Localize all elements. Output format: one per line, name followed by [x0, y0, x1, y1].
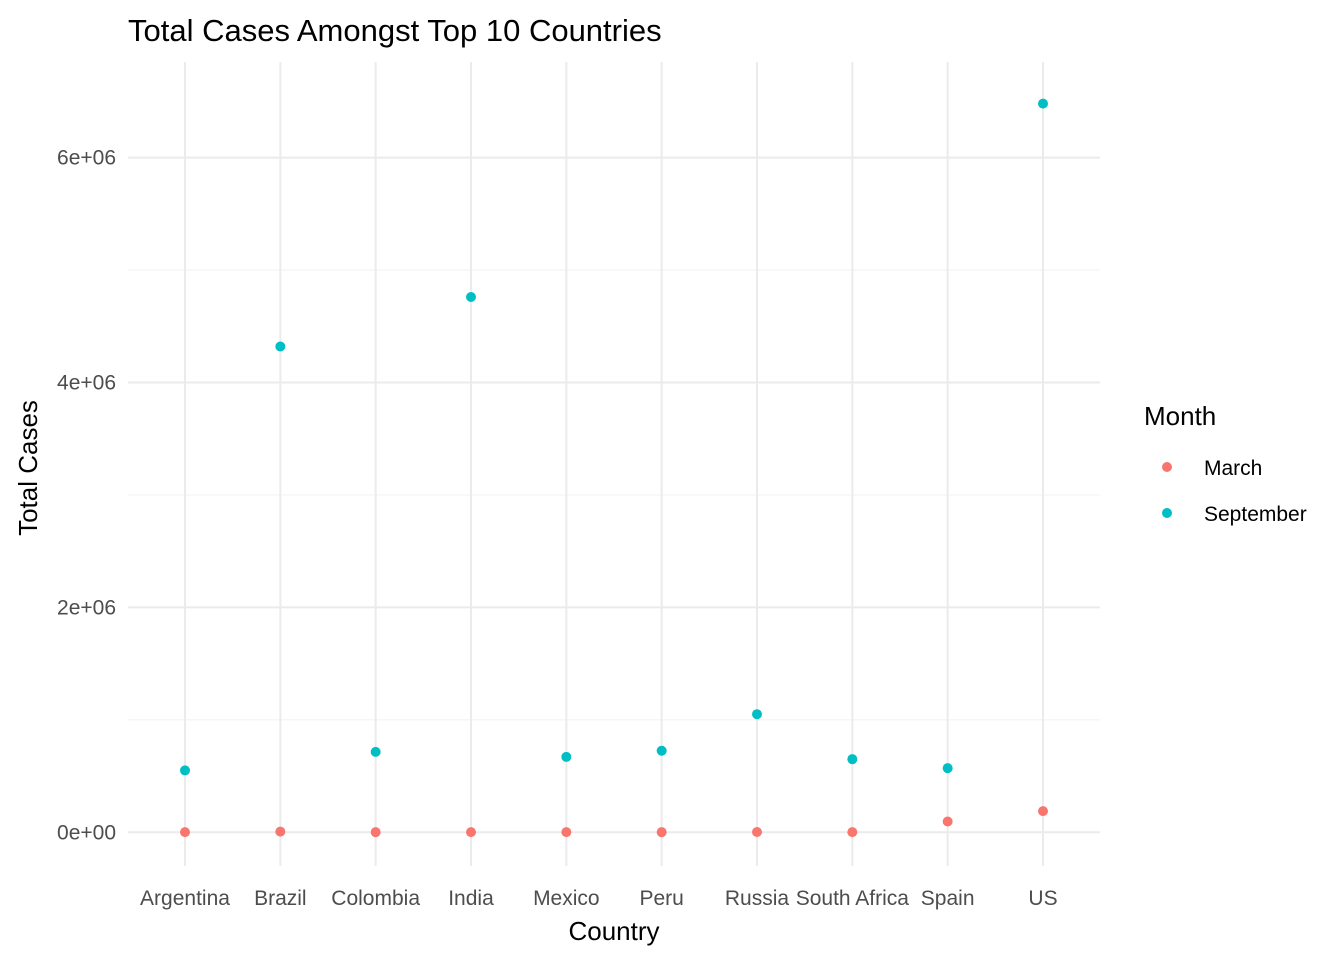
x-tick-label: India: [448, 887, 494, 910]
data-point-march: [561, 827, 572, 838]
data-point-march: [180, 827, 190, 838]
data-point-september: [180, 765, 190, 776]
x-tick-label: Colombia: [331, 887, 420, 910]
data-point-march: [1038, 806, 1048, 817]
x-axis-ticks: Argentina Brazil Colombia India Mexico Peru Ru…: [140, 887, 1058, 910]
legend: Month March September: [1144, 401, 1307, 526]
data-point-march: [847, 827, 858, 838]
data-point-september: [847, 754, 858, 765]
y-tick-label: 6e+06: [57, 147, 116, 170]
data-point-march: [942, 816, 953, 827]
y-tick-label: 0e+00: [57, 821, 116, 844]
x-axis-title: Country: [568, 916, 659, 946]
legend-key-september: [1162, 508, 1172, 518]
y-tick-label: 2e+06: [57, 596, 116, 619]
data-point-march: [370, 827, 381, 838]
data-point-march: [466, 827, 476, 838]
data-point-september: [942, 763, 953, 774]
data-point-september: [656, 745, 667, 756]
chart-title: Total Cases Amongst Top 10 Countries: [128, 13, 662, 48]
x-tick-label: US: [1028, 887, 1057, 910]
y-axis-ticks: 0e+00 2e+06 4e+06 6e+06: [57, 147, 116, 845]
data-point-september: [466, 292, 476, 303]
data-points: [180, 98, 1048, 838]
x-tick-label: Brazil: [254, 887, 307, 910]
data-point-march: [752, 827, 762, 838]
data-point-march: [275, 826, 286, 837]
x-tick-label: Mexico: [533, 887, 600, 910]
legend-title: Month: [1144, 401, 1216, 431]
data-point-september: [275, 341, 286, 352]
legend-key-march: [1162, 462, 1172, 472]
y-tick-label: 4e+06: [57, 371, 116, 394]
legend-label-march: March: [1204, 457, 1262, 480]
x-tick-label: Russia: [725, 887, 790, 910]
x-tick-label: Spain: [921, 887, 975, 910]
data-point-march: [656, 827, 667, 838]
data-point-september: [561, 751, 572, 762]
x-tick-label: South Africa: [796, 887, 910, 910]
x-tick-label: Peru: [639, 887, 683, 910]
data-point-september: [370, 746, 381, 757]
x-tick-label: Argentina: [140, 887, 230, 910]
legend-label-september: September: [1204, 503, 1307, 526]
data-point-september: [752, 709, 762, 720]
grid: [128, 62, 1100, 866]
y-axis-title: Total Cases: [13, 400, 43, 536]
data-point-september: [1038, 98, 1048, 109]
